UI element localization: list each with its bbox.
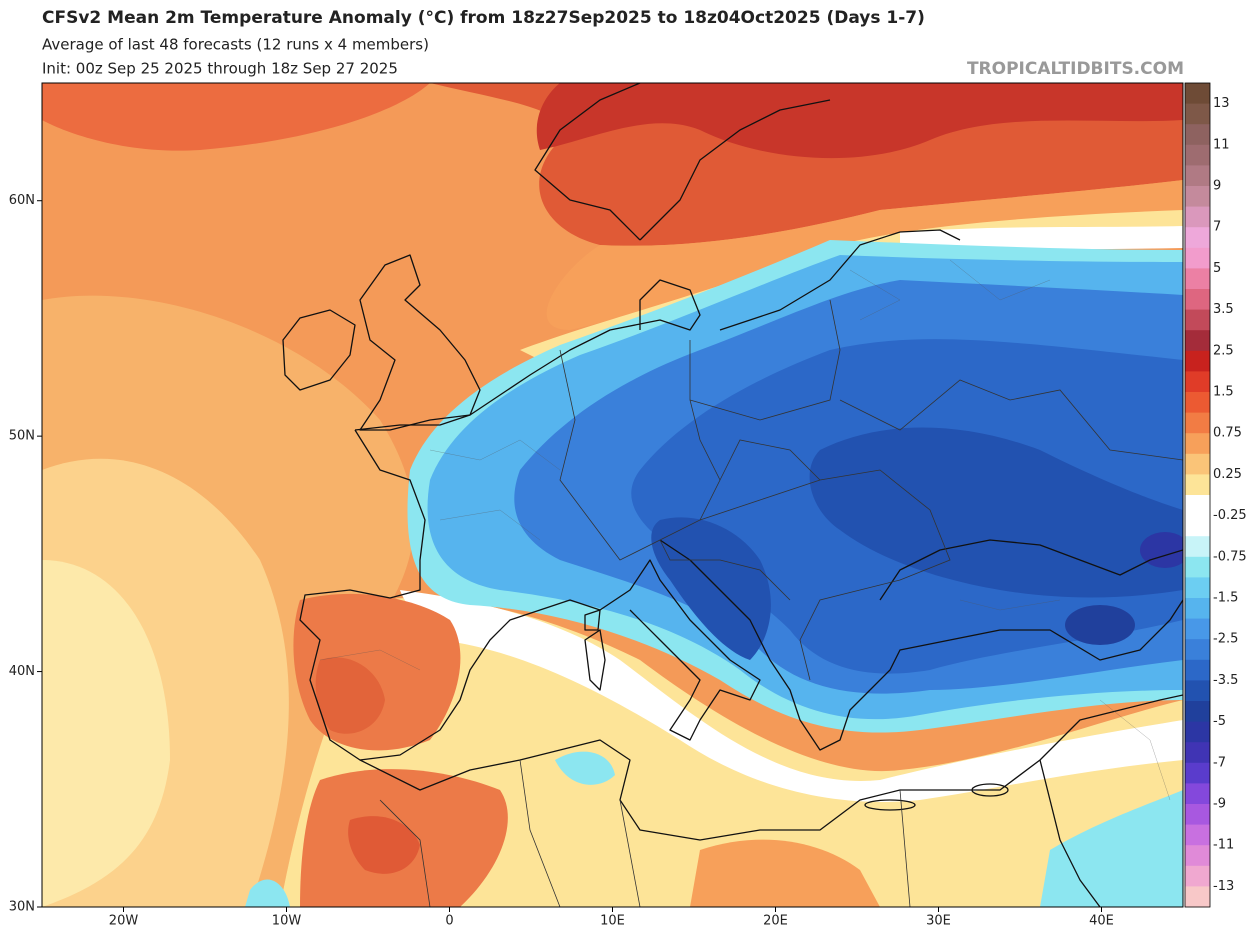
colorbar-label: -9 [1213,797,1226,812]
colorbar-label: -7 [1213,755,1226,770]
y-tick-label: 50N [9,429,35,444]
init-line: Init: 00z Sep 25 2025 through 18z Sep 27… [42,60,398,78]
colorbar-swatch [1185,783,1210,805]
temperature-field [42,83,1183,907]
colorbar-swatch [1185,144,1210,166]
colorbar-swatch [1185,701,1210,723]
colorbar-swatch [1185,865,1210,887]
colorbar-label: -3.5 [1213,673,1238,688]
colorbar-swatch [1185,824,1210,846]
colorbar-label: 3.5 [1213,302,1234,317]
colorbar-label: 11 [1213,137,1230,152]
colorbar-swatch [1185,618,1210,640]
x-tick-label: 10E [600,914,625,929]
colorbar-swatch [1185,804,1210,826]
x-tick-label: 0 [445,914,453,929]
colorbar-swatch [1185,536,1210,558]
colorbar-swatch [1185,103,1210,125]
x-tick-label: 10W [272,914,302,929]
colorbar-label: -5 [1213,714,1226,729]
colorbar-label: 7 [1213,220,1221,235]
colorbar-swatch [1185,206,1210,228]
colorbar-swatch [1185,289,1210,311]
colorbar-label: 9 [1213,179,1221,194]
colorbar-swatch [1185,124,1210,146]
colorbar-swatch [1185,309,1210,331]
colorbar-swatch [1185,845,1210,867]
x-tick-label: 20E [763,914,788,929]
colorbar-swatch [1185,577,1210,599]
colorbar-label: 13 [1213,96,1230,111]
colorbar: 13 11 9 7 5 3.5 2.5 1.5 0.75 0.25 -0.25 -0.75 -1.5 -2… [1184,82,1247,908]
colorbar-swatch [1185,268,1210,290]
colorbar-swatch [1185,412,1210,434]
colorbar-swatch [1185,330,1210,352]
colorbar-label: 2.5 [1213,343,1234,358]
coastlines [282,83,1183,907]
y-tick-label: 40N [9,664,35,679]
colorbar-label: 1.5 [1213,385,1234,400]
colorbar-swatch [1185,392,1210,414]
colorbar-label: 0.75 [1213,426,1242,441]
colorbar-swatch [1185,721,1210,743]
colorbar-swatch [1185,762,1210,784]
colorbar-swatch [1185,556,1210,578]
colorbar-swatch [1185,83,1210,105]
watermark: TROPICALTIDBITS.COM [967,59,1184,79]
colorbar-swatch [1185,165,1210,187]
colorbar-label: -0.25 [1213,508,1247,523]
colorbar-swatch [1185,227,1210,249]
colorbar-swatch [1185,247,1210,269]
colorbar-label: -2.5 [1213,632,1238,647]
colorbar-swatch [1185,886,1210,908]
colorbar-swatch [1185,659,1210,681]
colorbar-swatch [1185,474,1210,496]
subtitle: Average of last 48 forecasts (12 runs x … [42,36,429,54]
colorbar-swatch [1185,350,1210,372]
axis-ticks: 20W 10W 0 10E 20E 30E 40E 30N 40N 50N 60N [9,193,1114,928]
colorbar-swatch [1185,495,1210,517]
title: CFSv2 Mean 2m Temperature Anomaly (°C) f… [42,8,925,28]
colorbar-swatch [1185,515,1210,537]
x-tick-label: 40E [1089,914,1114,929]
colorbar-swatch [1185,742,1210,764]
colorbar-swatch [1185,453,1210,475]
colorbar-label: 0.25 [1213,467,1242,482]
borders [319,259,1183,907]
colorbar-swatch [1185,371,1210,393]
colorbar-swatch [1185,639,1210,661]
colorbar-swatch [1185,598,1210,620]
colorbar-label: -1.5 [1213,591,1238,606]
colorbar-swatch [1185,433,1210,455]
colorbar-frame [1184,82,1211,908]
colorbar-swatch [1185,186,1210,208]
colorbar-label: -13 [1213,879,1234,894]
x-tick-label: 20W [109,914,139,929]
y-tick-label: 30N [9,900,35,915]
colorbar-label: -0.75 [1213,549,1247,564]
x-tick-label: 30E [926,914,951,929]
colorbar-swatch [1185,680,1210,702]
colorbar-label: 5 [1213,261,1221,276]
colorbar-label: -11 [1213,838,1234,853]
y-tick-label: 60N [9,193,35,208]
